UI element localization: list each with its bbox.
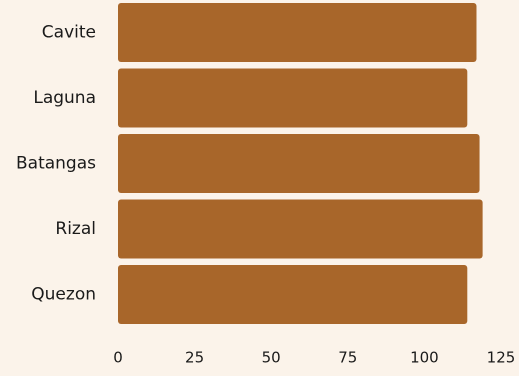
x-axis-ticks: 0 25 50 75 100 125 [113, 349, 515, 367]
category-label-quezon: Quezon [31, 285, 96, 305]
x-tick-label-125: 125 [487, 349, 516, 367]
bars-layer [118, 3, 483, 324]
bar-batangas [118, 134, 480, 193]
bar-rizal [118, 199, 483, 259]
bar-laguna [118, 68, 468, 128]
category-labels: Cavite Laguna Batangas Rizal Quezon [16, 23, 96, 305]
x-tick-label-100: 100 [410, 349, 439, 367]
x-tick-label-0: 0 [113, 349, 123, 367]
x-tick-label-25: 25 [185, 349, 204, 367]
x-tick-label-75: 75 [338, 349, 357, 367]
x-tick-label-50: 50 [262, 349, 281, 367]
bar-quezon [118, 265, 468, 324]
category-label-laguna: Laguna [33, 88, 96, 108]
category-label-cavite: Cavite [42, 23, 96, 43]
bar-cavite [118, 3, 477, 62]
category-label-batangas: Batangas [16, 154, 96, 174]
category-label-rizal: Rizal [55, 219, 96, 239]
